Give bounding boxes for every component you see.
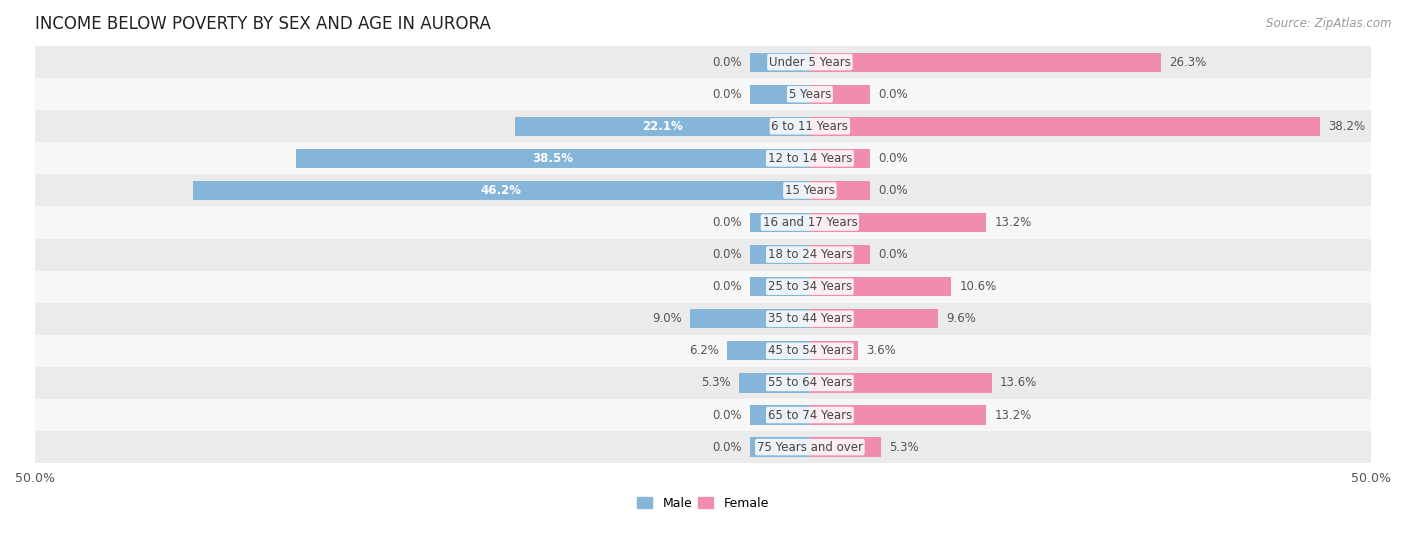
Bar (810, 149, 870, 168)
Bar (810, 181, 870, 200)
Text: 13.2%: 13.2% (994, 216, 1032, 229)
Bar (35, 239, 1371, 271)
Text: INCOME BELOW POVERTY BY SEX AND AGE IN AURORA: INCOME BELOW POVERTY BY SEX AND AGE IN A… (35, 15, 491, 33)
Text: 3.6%: 3.6% (866, 344, 896, 357)
Bar (35, 335, 1371, 367)
Bar (749, 213, 810, 232)
Text: 5.3%: 5.3% (702, 376, 731, 390)
Text: 35 to 44 Years: 35 to 44 Years (768, 312, 852, 325)
Bar (35, 206, 1371, 239)
Text: 75 Years and over: 75 Years and over (756, 440, 863, 453)
Text: 9.0%: 9.0% (652, 312, 682, 325)
Bar (35, 303, 1371, 335)
Text: 13.6%: 13.6% (1000, 376, 1036, 390)
Text: 0.0%: 0.0% (711, 56, 742, 69)
Text: 0.0%: 0.0% (711, 248, 742, 261)
Text: 55 to 64 Years: 55 to 64 Years (768, 376, 852, 390)
Text: 9.6%: 9.6% (946, 312, 976, 325)
Text: 22.1%: 22.1% (643, 120, 683, 133)
Bar (810, 53, 1161, 72)
Bar (295, 149, 810, 168)
Bar (810, 309, 938, 328)
Bar (810, 405, 986, 425)
Text: 5.3%: 5.3% (889, 440, 918, 453)
Text: 38.5%: 38.5% (533, 152, 574, 165)
Legend: Male, Female: Male, Female (633, 492, 773, 515)
Text: 5 Years: 5 Years (789, 88, 831, 101)
Bar (689, 309, 810, 328)
Text: 26.3%: 26.3% (1170, 56, 1206, 69)
Bar (810, 117, 1320, 136)
Bar (749, 84, 810, 104)
Bar (515, 117, 810, 136)
Text: 46.2%: 46.2% (481, 184, 522, 197)
Bar (35, 271, 1371, 303)
Text: 10.6%: 10.6% (959, 280, 997, 293)
Text: 0.0%: 0.0% (711, 216, 742, 229)
Bar (810, 341, 858, 361)
Text: 0.0%: 0.0% (711, 440, 742, 453)
Bar (810, 84, 870, 104)
Bar (35, 367, 1371, 399)
Text: 45 to 54 Years: 45 to 54 Years (768, 344, 852, 357)
Bar (749, 438, 810, 457)
Bar (35, 399, 1371, 431)
Text: 0.0%: 0.0% (877, 248, 908, 261)
Text: 15 Years: 15 Years (785, 184, 835, 197)
Bar (810, 245, 870, 264)
Text: 0.0%: 0.0% (711, 409, 742, 421)
Bar (35, 143, 1371, 174)
Bar (810, 277, 952, 296)
Text: 13.2%: 13.2% (994, 409, 1032, 421)
Text: Under 5 Years: Under 5 Years (769, 56, 851, 69)
Bar (35, 110, 1371, 143)
Text: 65 to 74 Years: 65 to 74 Years (768, 409, 852, 421)
Bar (727, 341, 810, 361)
Text: 16 and 17 Years: 16 and 17 Years (762, 216, 858, 229)
Bar (740, 373, 810, 392)
Text: 6 to 11 Years: 6 to 11 Years (772, 120, 848, 133)
Text: 0.0%: 0.0% (711, 88, 742, 101)
Bar (35, 431, 1371, 463)
Bar (810, 373, 991, 392)
Bar (749, 277, 810, 296)
Text: Source: ZipAtlas.com: Source: ZipAtlas.com (1267, 17, 1392, 30)
Bar (749, 245, 810, 264)
Text: 12 to 14 Years: 12 to 14 Years (768, 152, 852, 165)
Bar (193, 181, 810, 200)
Text: 38.2%: 38.2% (1329, 120, 1365, 133)
Bar (35, 46, 1371, 78)
Text: 0.0%: 0.0% (711, 280, 742, 293)
Bar (810, 213, 986, 232)
Bar (35, 174, 1371, 206)
Text: 25 to 34 Years: 25 to 34 Years (768, 280, 852, 293)
Text: 0.0%: 0.0% (877, 152, 908, 165)
Bar (35, 78, 1371, 110)
Bar (749, 53, 810, 72)
Bar (749, 405, 810, 425)
Text: 0.0%: 0.0% (877, 184, 908, 197)
Bar (810, 438, 880, 457)
Text: 18 to 24 Years: 18 to 24 Years (768, 248, 852, 261)
Text: 6.2%: 6.2% (689, 344, 718, 357)
Text: 0.0%: 0.0% (877, 88, 908, 101)
